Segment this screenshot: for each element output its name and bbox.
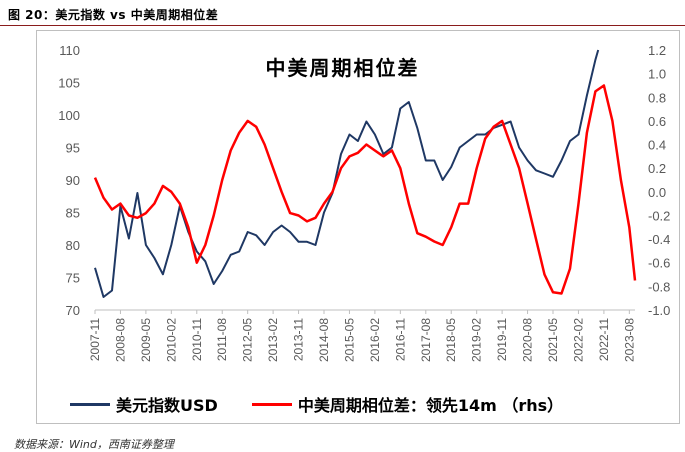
y-left-tick-label: 95 — [66, 141, 80, 156]
y-left-tick-label: 70 — [66, 303, 80, 318]
legend-label-usd: 美元指数USD — [116, 396, 218, 415]
x-tick-label: 2016-02 — [368, 318, 382, 362]
x-tick-label: 2018-05 — [444, 318, 458, 362]
x-tick-label: 2015-05 — [342, 318, 356, 362]
x-tick-label: 2011-08 — [215, 318, 229, 361]
x-tick-label: 2023-08 — [622, 318, 636, 362]
series-line-usd — [94, 49, 600, 298]
x-tick-label: 2009-05 — [139, 318, 153, 362]
x-tick-label: 2010-02 — [164, 318, 178, 362]
y-left-tick-label: 110 — [59, 43, 80, 58]
y-left-tick-label: 75 — [66, 271, 80, 286]
x-tick-label: 2012-05 — [241, 318, 255, 362]
series-line-phase — [93, 84, 637, 295]
source-note: 数据来源：Wind，西南证券整理 — [14, 438, 174, 451]
legend-item-usd: 美元指数USD — [70, 392, 218, 416]
y-right-tick-label: 0.4 — [648, 138, 666, 153]
x-tick-label: 2008-08 — [113, 318, 127, 362]
y-right-tick-label: -0.8 — [648, 279, 670, 294]
x-tick-label: 2016-11 — [393, 318, 407, 361]
x-tick-label: 2020-08 — [521, 318, 535, 362]
x-tick-label: 2022-11 — [597, 318, 611, 361]
y-right-tick-label: 1.0 — [648, 67, 666, 82]
x-tick-label: 2017-08 — [419, 318, 433, 362]
y-left-tick-label: 100 — [58, 108, 80, 123]
legend-label-phase: 中美周期相位差：领先14m （rhs） — [297, 396, 564, 415]
x-tick-label: 2014-08 — [317, 318, 331, 362]
x-tick-label: 2019-11 — [495, 318, 509, 361]
y-right-tick-label: -0.4 — [648, 232, 670, 247]
figure-label: 图 20：美元指数 vs 中美周期相位差 — [8, 8, 219, 22]
legend-swatch-phase — [251, 402, 292, 406]
y-left-tick-label: 105 — [58, 76, 80, 91]
y-left-tick-label: 80 — [66, 238, 80, 253]
y-right-tick-label: -0.6 — [648, 256, 670, 271]
y-right-tick-label: -0.2 — [648, 208, 670, 223]
y-right-tick-label: 0.0 — [648, 185, 666, 200]
x-tick-label: 2013-11 — [292, 318, 306, 361]
x-tick-label: 2021-05 — [546, 318, 560, 362]
top-rule — [0, 25, 685, 26]
y-left-tick-label: 85 — [66, 206, 80, 221]
chart-title: 中美周期相位差 — [265, 56, 420, 80]
legend-item-phase: 中美周期相位差：领先14m （rhs） — [251, 392, 564, 416]
y-right-tick-label: 0.2 — [648, 161, 666, 176]
y-right-tick-label: 0.8 — [648, 90, 666, 105]
x-tick-label: 2007-11 — [88, 318, 102, 361]
x-tick-label: 2013-02 — [266, 318, 280, 362]
y-right-tick-label: 0.6 — [648, 114, 666, 129]
y-right-tick-label: 1.2 — [648, 43, 666, 58]
legend-swatch-usd — [70, 402, 110, 406]
legend: 美元指数USD 中美周期相位差：领先14m （rhs） — [70, 392, 597, 416]
y-left-tick-label: 90 — [66, 173, 80, 188]
x-tick-label: 2019-02 — [470, 318, 484, 362]
x-tick-label: 2022-02 — [571, 318, 585, 362]
x-tick-label: 2010-11 — [190, 318, 204, 361]
y-right-tick-label: -1.0 — [648, 303, 670, 318]
